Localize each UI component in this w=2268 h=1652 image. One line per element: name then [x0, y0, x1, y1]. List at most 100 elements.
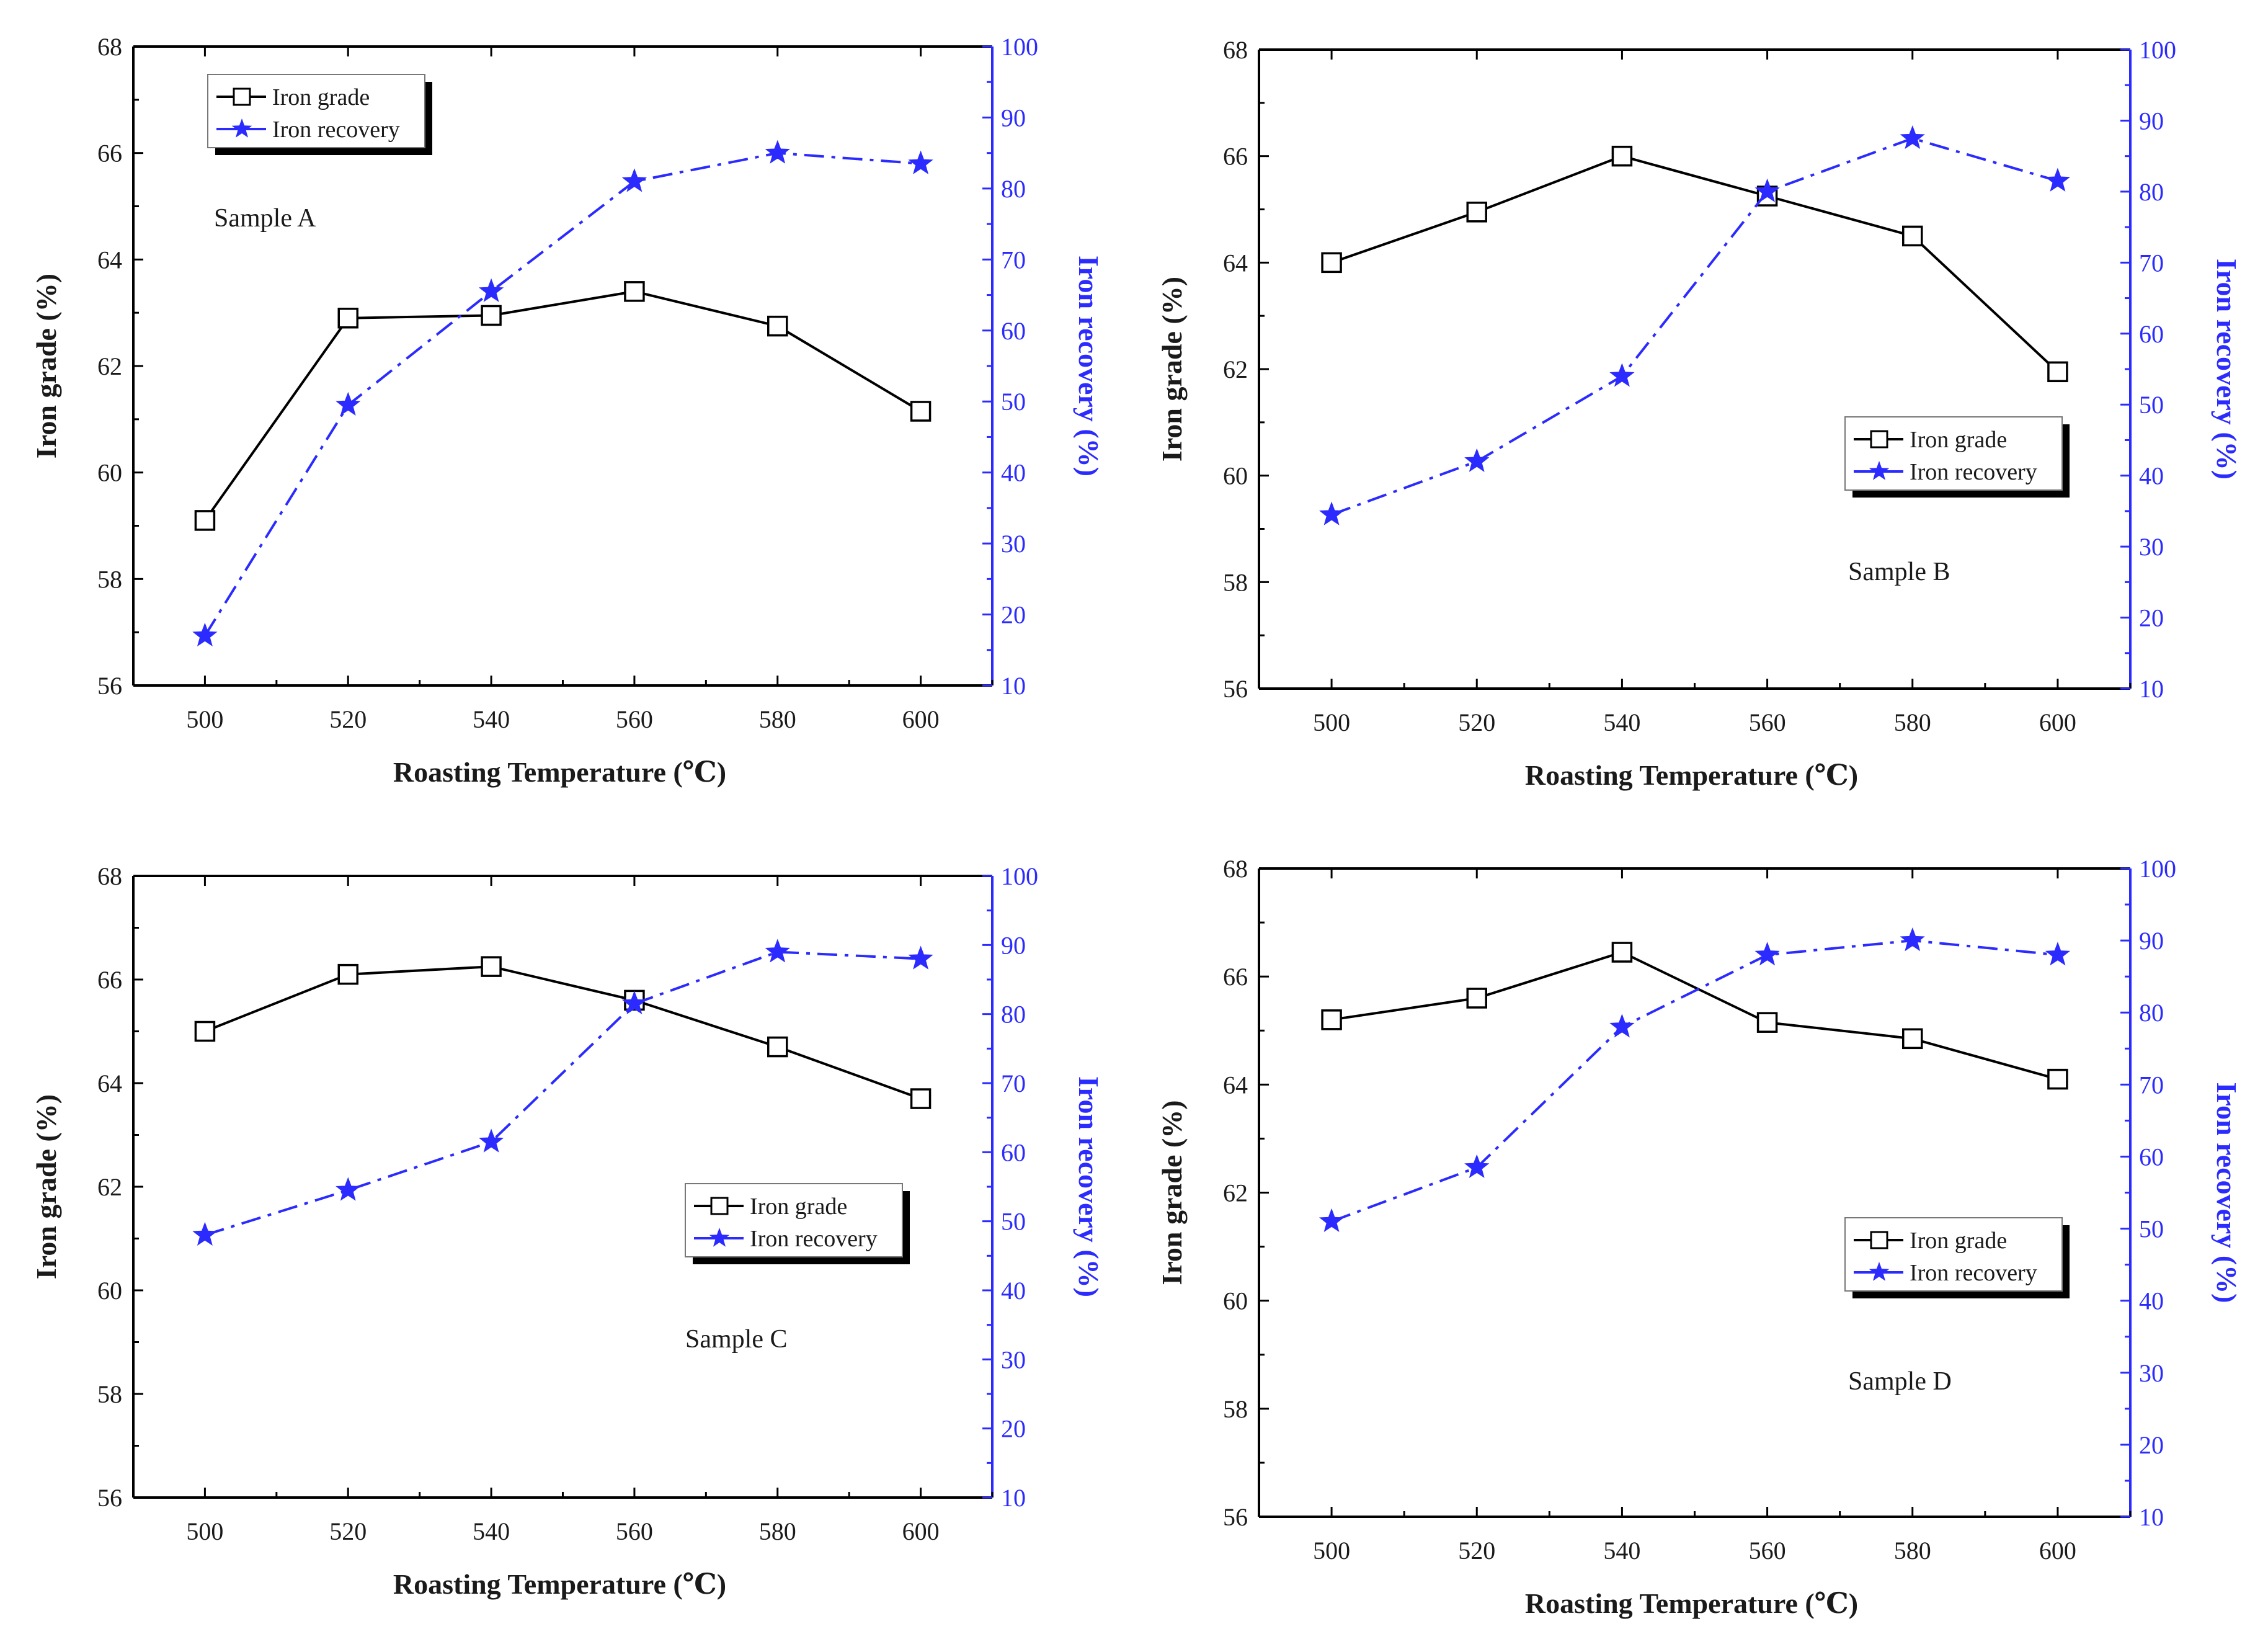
sample-label: Sample A — [214, 204, 316, 233]
x-tick-label: 500 — [186, 705, 223, 733]
x-axis-title: Roasting Temperature (℃) — [393, 756, 726, 788]
y-axis-title: Iron grade (%) — [30, 274, 62, 458]
y-tick-label: 68 — [1223, 36, 1248, 64]
y2-tick-label: 80 — [2139, 999, 2164, 1027]
recovery-point — [192, 1221, 218, 1246]
x-tick-label: 580 — [1894, 708, 1931, 736]
legend-star-marker — [1869, 1262, 1890, 1281]
chart-panel-a: 500 520 540 560 580 600 56 58 60 62 64 66 68 10 20 30 40… — [30, 33, 1105, 788]
chart-panel-c: 500 520 540 560 580 600 56 58 60 62 64 66 68 10 20 30 40… — [30, 862, 1105, 1600]
grade-point — [481, 305, 502, 326]
x-tick-label: 560 — [1749, 1537, 1786, 1565]
y-axis-title: Iron grade (%) — [1156, 1100, 1188, 1285]
grade-point — [2047, 1068, 2068, 1090]
y2-tick-label: 100 — [1001, 862, 1038, 890]
legend-star-marker — [1869, 461, 1890, 480]
recovery-point — [478, 278, 504, 302]
y2-axis-title: Iron recovery (%) — [1073, 256, 1105, 476]
y2-tick-label: 70 — [1001, 1069, 1026, 1097]
x-tick-label: 560 — [1749, 708, 1786, 736]
legend-box — [685, 1183, 903, 1257]
recovery-point — [1464, 1154, 1490, 1178]
y2-axis-title: Iron recovery (%) — [2211, 1083, 2243, 1303]
y2-tick-label: 20 — [1001, 601, 1026, 629]
grade-point — [194, 1020, 216, 1042]
legend-box — [1844, 416, 2063, 491]
chart-panel-d: 500 520 540 560 580 600 56 58 60 62 64 66 68 10 20 30 40… — [1156, 855, 2243, 1619]
grade-point — [481, 956, 502, 977]
y-tick-label: 58 — [1223, 568, 1248, 596]
y2-tick-label: 90 — [2139, 927, 2164, 955]
y2-tick-label: 10 — [1001, 672, 1026, 700]
x-tick-label: 540 — [1603, 1537, 1640, 1565]
y2-tick-label: 100 — [2139, 855, 2176, 883]
y2-tick-label: 10 — [2139, 675, 2164, 703]
y2-tick-label: 50 — [1001, 388, 1026, 416]
recovery-point — [1609, 1014, 1635, 1038]
recovery-line — [1331, 136, 2058, 516]
y2-axis-title: Iron recovery (%) — [2211, 259, 2243, 480]
y-tick-label: 56 — [97, 672, 122, 700]
grade-point — [1321, 252, 1342, 274]
x-tick-label: 500 — [1313, 708, 1350, 736]
x-tick-label: 500 — [1313, 1537, 1350, 1565]
recovery-point — [1900, 927, 1925, 952]
y-tick-label: 66 — [1223, 143, 1248, 171]
y-tick-label: 58 — [97, 565, 122, 593]
legend-box — [207, 74, 425, 148]
x-tick-label: 540 — [473, 1517, 510, 1545]
y2-tick-label: 30 — [2139, 1359, 2164, 1387]
y2-tick-label: 30 — [1001, 1346, 1026, 1373]
legend-star-marker — [231, 118, 252, 138]
y2-tick-label: 60 — [2139, 1143, 2164, 1171]
y2-tick-label: 20 — [2139, 604, 2164, 632]
y-tick-label: 56 — [1223, 675, 1248, 703]
x-axis-title: Roasting Temperature (℃) — [1525, 1587, 1858, 1619]
x-tick-label: 520 — [1458, 1537, 1495, 1565]
grade-point — [1902, 1028, 1923, 1050]
y-tick-label: 58 — [97, 1380, 122, 1408]
grade-point — [1756, 1012, 1778, 1033]
y2-tick-label: 30 — [2139, 533, 2164, 561]
y-tick-label: 60 — [97, 459, 122, 487]
y2-tick-label: 60 — [1001, 317, 1026, 345]
y2-tick-label: 100 — [2139, 36, 2176, 64]
recovery-point — [1609, 363, 1635, 387]
x-tick-label: 580 — [759, 705, 796, 733]
x-tick-label: 600 — [2039, 708, 2076, 736]
y-tick-label: 60 — [1223, 462, 1248, 490]
x-tick-label: 540 — [473, 705, 510, 733]
y2-tick-label: 50 — [2139, 391, 2164, 419]
recovery-point — [765, 939, 790, 963]
y2-tick-label: 100 — [1001, 33, 1038, 61]
legend-label: Iron grade — [750, 1194, 847, 1220]
y2-tick-label: 40 — [2139, 462, 2164, 490]
recovery-line — [1331, 939, 2058, 1223]
grade-point — [624, 281, 645, 302]
legend-label: Iron grade — [272, 84, 370, 110]
y2-tick-label: 50 — [2139, 1215, 2164, 1243]
y2-tick-label: 70 — [2139, 1071, 2164, 1099]
y2-tick-label: 70 — [1001, 246, 1026, 274]
chart-panel-b: 500 520 540 560 580 600 56 58 60 62 64 66 68 10 20 30 40… — [1156, 36, 2243, 791]
x-tick-label: 600 — [2039, 1537, 2076, 1565]
recovery-point — [192, 622, 218, 647]
recovery-point — [336, 1177, 361, 1201]
y-tick-label: 68 — [97, 33, 122, 61]
y2-tick-label: 10 — [2139, 1503, 2164, 1531]
grade-point — [1611, 942, 1633, 963]
y-tick-label: 66 — [97, 966, 122, 994]
recovery-point — [1900, 125, 1925, 150]
y-tick-label: 60 — [1223, 1287, 1248, 1315]
recovery-point — [908, 945, 933, 970]
y-tick-label: 66 — [1223, 963, 1248, 991]
y2-tick-label: 60 — [2139, 320, 2164, 348]
y-tick-label: 56 — [97, 1484, 122, 1512]
legend-star-marker — [709, 1228, 730, 1247]
legend-square-marker — [1870, 430, 1888, 449]
y2-tick-label: 40 — [2139, 1287, 2164, 1315]
y2-tick-label: 20 — [1001, 1415, 1026, 1443]
y-tick-label: 68 — [97, 862, 122, 890]
grade-point — [910, 1088, 932, 1109]
